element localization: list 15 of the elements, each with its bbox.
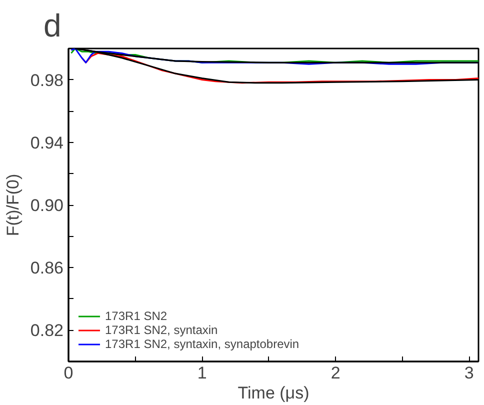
y-tick-label: 0.94 xyxy=(30,133,64,152)
x-tick-label: 0 xyxy=(64,364,74,382)
legend-label: 173R1 SN2 xyxy=(105,309,168,323)
y-axis-title: F(t)/F(0) xyxy=(3,174,22,236)
x-tick-label: 1 xyxy=(197,364,207,382)
legend-label: 173R1 SN2, syntaxin, synaptobrevin xyxy=(105,337,300,351)
x-tick-label: 2 xyxy=(330,364,340,382)
x-tick-label: 3 xyxy=(464,364,474,382)
y-tick-label: 0.86 xyxy=(30,258,64,278)
x-axis-title: Time (μs) xyxy=(238,384,310,402)
y-tick-label: 0.82 xyxy=(30,321,64,340)
y-tick-label: 0.98 xyxy=(30,70,64,90)
y-tick-label: 0.90 xyxy=(30,196,64,215)
legend-label: 173R1 SN2, syntaxin xyxy=(105,323,218,337)
chart-title: d xyxy=(44,8,62,44)
